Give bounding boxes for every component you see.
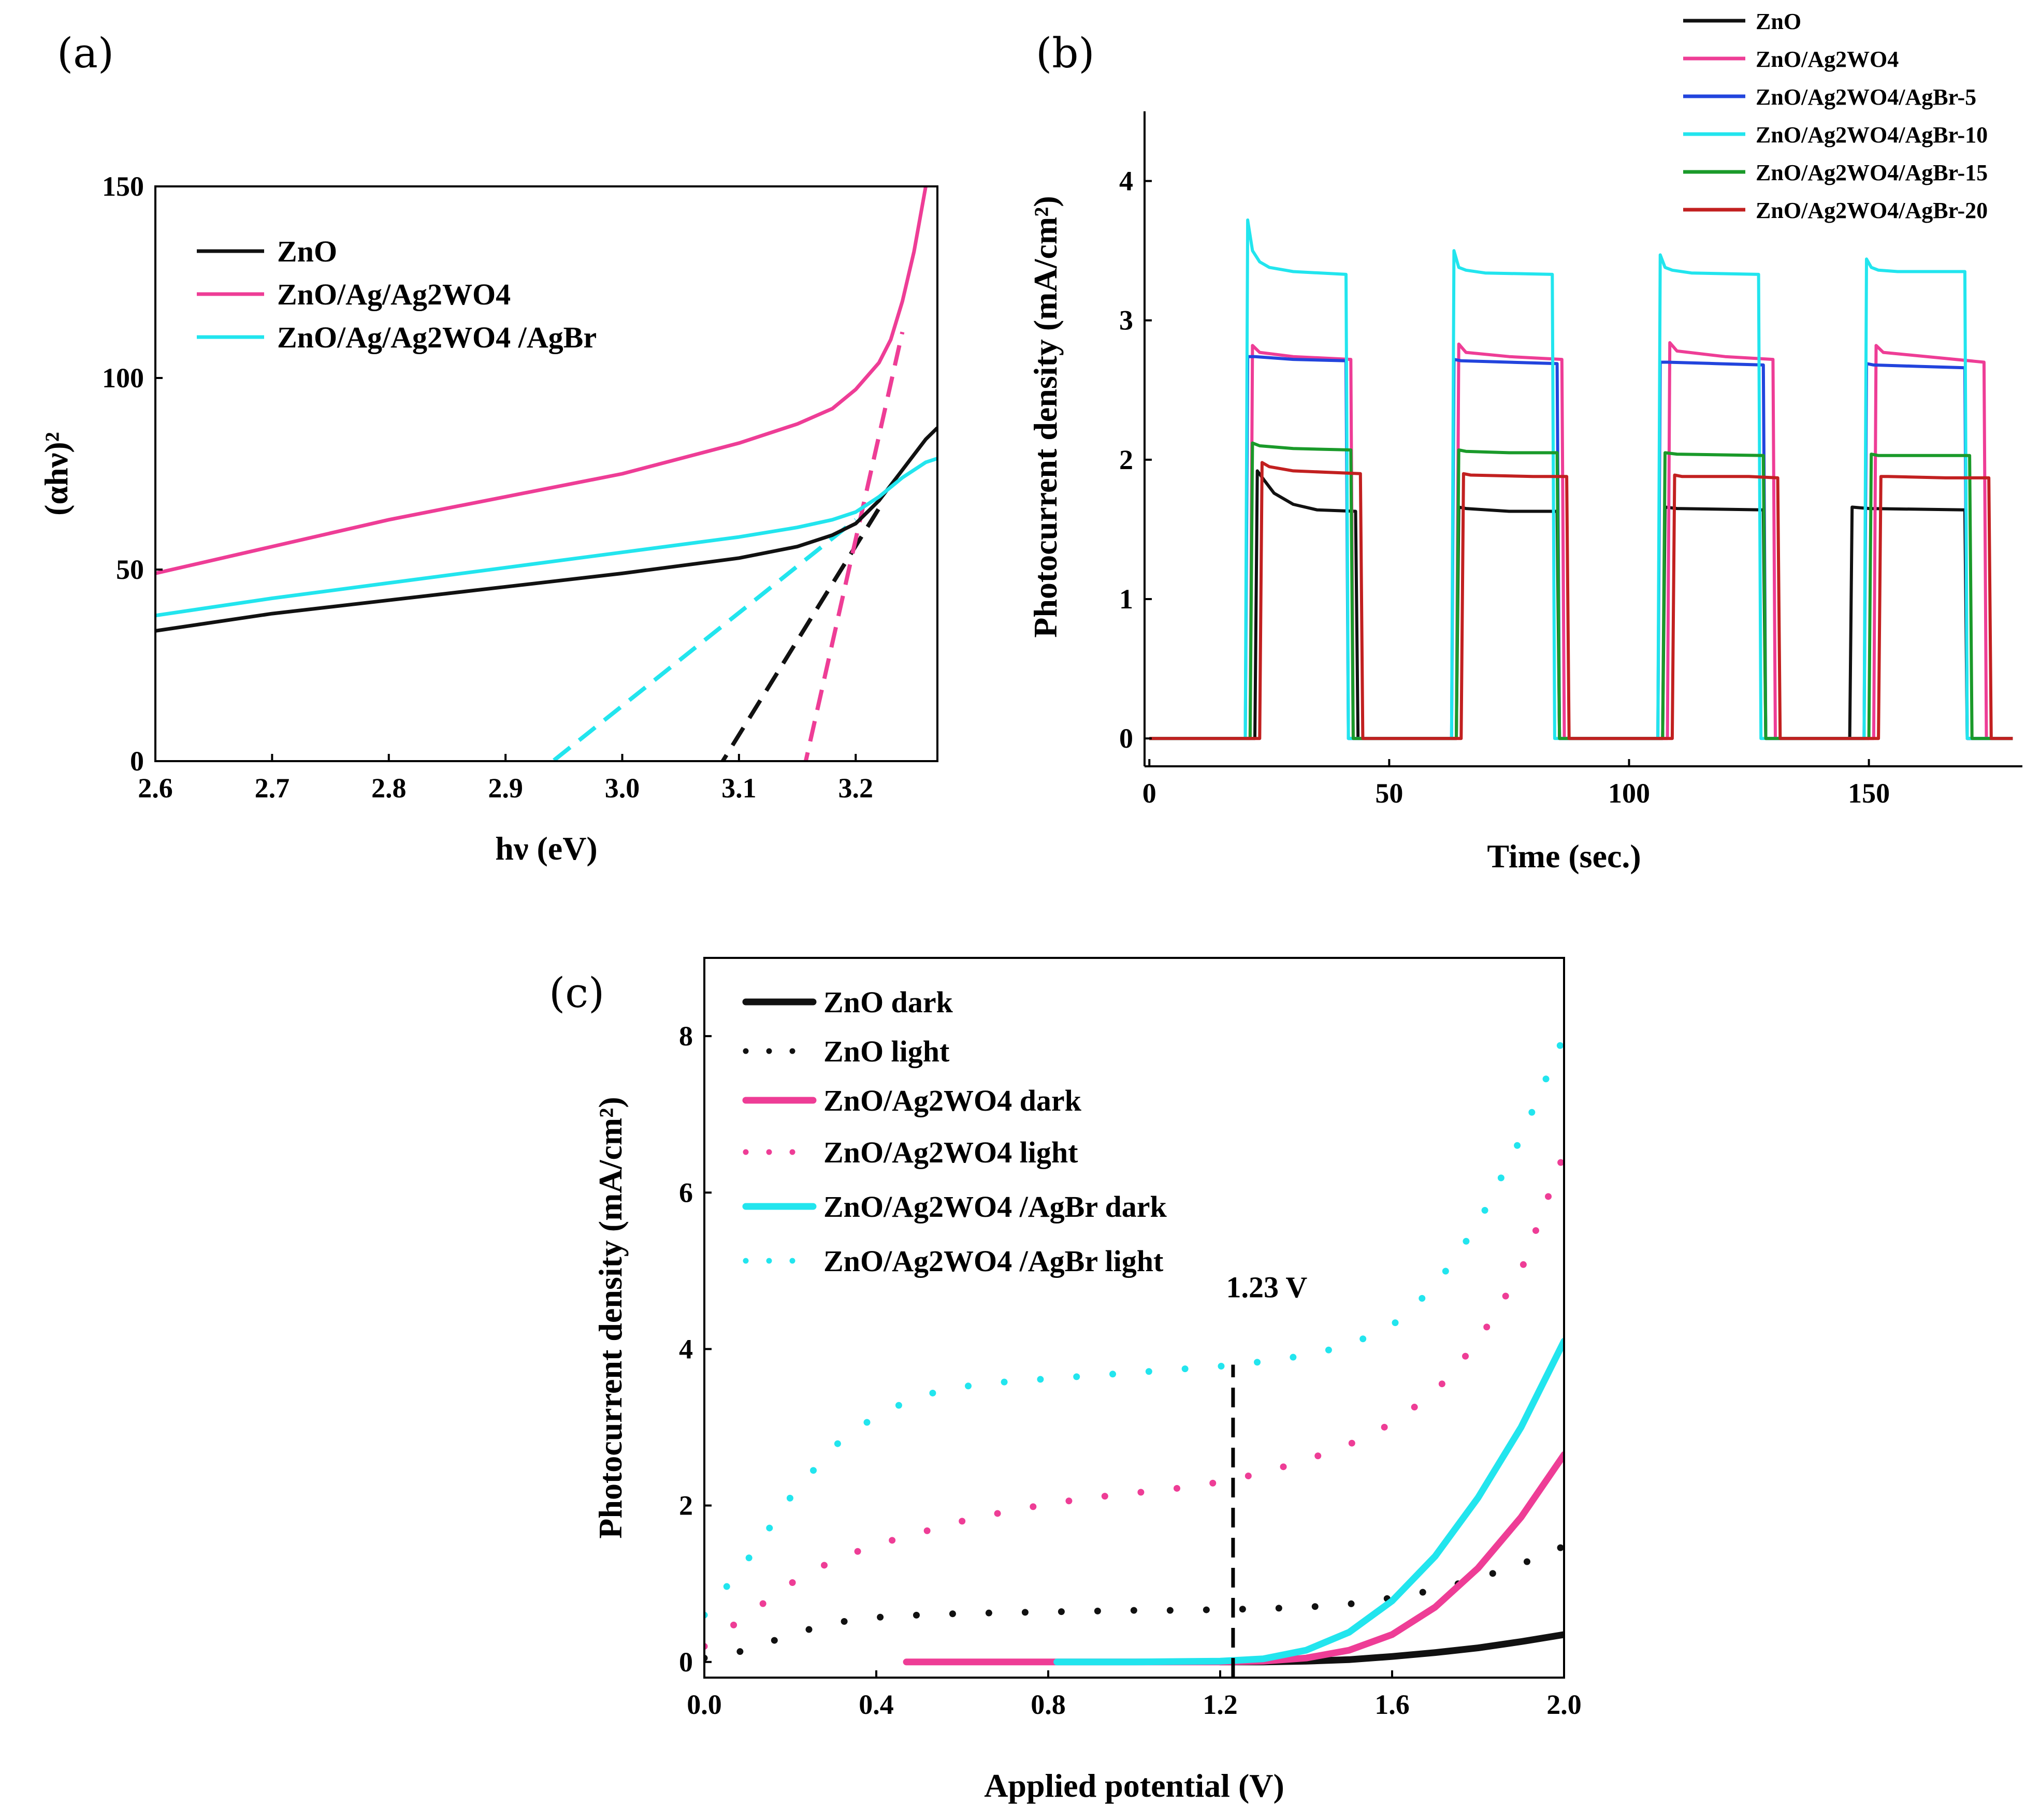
x-tick-label: 3.2 — [838, 773, 873, 804]
series-c-zno-light — [704, 1542, 1564, 1662]
x-tick-label: 1.2 — [1203, 1689, 1238, 1720]
panel-label-a: (a) — [57, 29, 114, 77]
panel-c-y-label: Photocurrent density (mA/cm²) — [592, 1097, 629, 1538]
panel-c-y-ticks: 0 2 4 6 8 — [679, 1021, 712, 1678]
panel-c-chart: 1.23 V 0.0 0.4 0.8 1.2 1.6 2.0 0 2 4 6 8 Applied … — [592, 957, 1582, 1804]
x-tick-label: 150 — [1848, 778, 1890, 809]
x-tick-label: 0 — [1142, 778, 1156, 809]
panel-label-c: (c) — [549, 969, 604, 1017]
x-tick-label: 0.8 — [1031, 1689, 1066, 1720]
x-tick-label: 0.0 — [687, 1689, 722, 1720]
y-tick-label: 0 — [1119, 723, 1133, 754]
legend-a-label-agbr: ZnO/Ag/Ag2WO4 /AgBr — [277, 321, 597, 354]
series-b-zno-ag2wo4-agbr-10 — [1149, 218, 2013, 740]
y-tick-label: 8 — [679, 1021, 693, 1052]
panel-a-y-ticks: 0 50 100 150 — [102, 171, 163, 777]
legend-b-label-agbr15: ZnO/Ag2WO4/AgBr-15 — [1756, 160, 1988, 185]
legend-b-label-agbr5: ZnO/Ag2WO4/AgBr-5 — [1756, 84, 1976, 110]
panel-c-x-label: Applied potential (V) — [984, 1767, 1284, 1804]
legend-b-label-agbr20: ZnO/Ag2WO4/AgBr-20 — [1756, 198, 1988, 223]
series-b-zno-ag2wo4-agbr-20 — [1149, 461, 2013, 740]
y-tick-label: 6 — [679, 1177, 693, 1208]
panel-c-plot-frame — [703, 957, 1565, 1679]
series-b-zno-ag2wo4-agbr-5 — [1149, 355, 2013, 740]
series-b-zno — [1149, 469, 2013, 740]
series-b-zno-ag2wo4-agbr-15 — [1149, 441, 2013, 740]
panel-b-chart: 0 50 100 150 0 1 2 3 4 Time (sec.) Photocurrent… — [1027, 9, 2022, 875]
legend-c-label-zno-dark: ZnO dark — [823, 985, 953, 1019]
y-tick-label: 1 — [1119, 584, 1133, 615]
y-tick-label: 4 — [679, 1333, 693, 1364]
series-c-zno-ag2wo4-agbr-light — [704, 1032, 1564, 1619]
series-a-zno-ag-ag2wo4-agbr — [155, 457, 937, 618]
y-tick-label: 2 — [679, 1490, 693, 1521]
panel-b-y-ticks: 0 1 2 3 4 — [1119, 166, 1152, 754]
panel-b-legend: ZnO ZnO/Ag2WO4 ZnO/Ag2WO4/AgBr-5 ZnO/Ag2… — [1683, 9, 1988, 223]
legend-a-label-zno: ZnO — [277, 235, 337, 268]
x-tick-label: 1.6 — [1375, 1689, 1410, 1720]
legend-c-label-agbr-dark: ZnO/Ag2WO4 /AgBr dark — [823, 1190, 1167, 1224]
y-tick-label: 0 — [679, 1647, 693, 1678]
annotation-1-23v-label: 1.23 V — [1226, 1271, 1307, 1304]
panel-a-series — [155, 186, 937, 761]
panel-b-x-label: Time (sec.) — [1487, 838, 1641, 875]
panel-a-x-label: hν (eV) — [495, 830, 597, 867]
x-tick-label: 100 — [1608, 778, 1650, 809]
x-tick-label: 50 — [1375, 778, 1403, 809]
series-c-zno-ag2wo4-agbr-dark — [1053, 1337, 1564, 1666]
y-tick-label: 50 — [116, 554, 144, 585]
legend-b-label-agbr10: ZnO/Ag2WO4/AgBr-10 — [1756, 122, 1988, 148]
panel-c-x-ticks: 0.0 0.4 0.8 1.2 1.6 2.0 — [687, 1670, 1582, 1720]
y-tick-label: 3 — [1119, 305, 1133, 336]
panel-label-b: (b) — [1036, 29, 1095, 77]
panel-a-y-label: (αhν)² — [38, 432, 75, 516]
series-c-zno-ag2wo4-light — [704, 1150, 1564, 1650]
y-tick-label: 100 — [102, 362, 144, 394]
x-tick-label: 3.1 — [721, 773, 757, 804]
y-tick-label: 2 — [1119, 444, 1133, 475]
legend-b-label-zno: ZnO — [1756, 9, 1801, 34]
legend-a-label-ag2wo4: ZnO/Ag/Ag2WO4 — [277, 278, 511, 311]
panel-a-x-ticks: 2.6 2.7 2.8 2.9 3.0 3.1 3.2 — [138, 754, 873, 804]
y-tick-label: 0 — [130, 746, 144, 777]
x-tick-label: 0.4 — [859, 1689, 894, 1720]
panel-a-legend: ZnO ZnO/Ag/Ag2WO4 ZnO/Ag/Ag2WO4 /AgBr — [197, 235, 597, 354]
panel-c-series — [704, 1032, 1564, 1666]
panel-b-y-label: Photocurrent density (mA/cm²) — [1027, 196, 1064, 637]
x-tick-label: 2.7 — [255, 773, 290, 804]
series-a-zno — [155, 426, 937, 633]
series-c-zno-ag2wo4-dark — [903, 1451, 1564, 1666]
x-tick-label: 2.9 — [488, 773, 523, 804]
legend-c-label-ag2wo4-light: ZnO/Ag2WO4 light — [823, 1135, 1078, 1169]
panel-b-x-ticks: 0 50 100 150 — [1142, 759, 1890, 809]
tangent-zno-ag-ag2wo4-fit — [803, 331, 905, 761]
y-tick-label: 4 — [1119, 166, 1133, 197]
series-a-zno-ag-ag2wo4 — [155, 186, 928, 575]
legend-c-label-agbr-light: ZnO/Ag2WO4 /AgBr light — [823, 1244, 1164, 1278]
tangent-zno-ag-ag2wo4-agbr-fit — [549, 518, 857, 761]
legend-b-label-ag2wo4: ZnO/Ag2WO4 — [1756, 47, 1899, 72]
legend-c-label-zno-light: ZnO light — [823, 1035, 950, 1068]
x-tick-label: 3.0 — [605, 773, 640, 804]
y-tick-label: 150 — [102, 171, 144, 202]
panel-c-annotation: 1.23 V — [1226, 1271, 1307, 1678]
legend-c-label-ag2wo4-dark: ZnO/Ag2WO4 dark — [823, 1084, 1082, 1117]
panel-b-series — [1149, 218, 2013, 740]
x-tick-label: 2.8 — [371, 773, 407, 804]
x-tick-label: 2.0 — [1546, 1689, 1582, 1720]
series-b-zno-ag2wo4 — [1149, 341, 2013, 740]
panel-a-plot-frame — [154, 185, 938, 762]
x-tick-label: 2.6 — [138, 773, 173, 804]
panel-c-legend: ZnO dark ZnO light ZnO/Ag2WO4 dark ZnO/A… — [742, 985, 1167, 1278]
